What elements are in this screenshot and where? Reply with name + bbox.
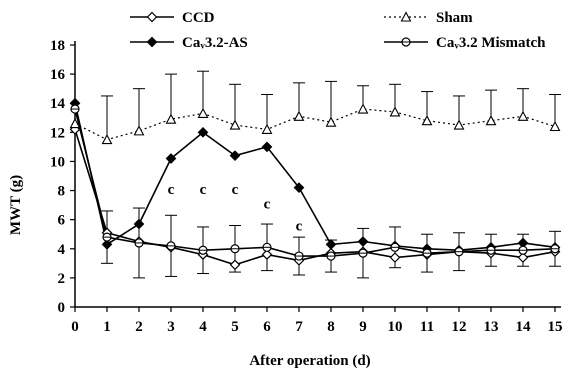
series-1-point: [453, 119, 465, 130]
series-2-point: [261, 141, 273, 153]
series-1-point: [101, 133, 113, 145]
x-tick-label: 13: [484, 319, 499, 335]
series-1-point: [229, 119, 241, 130]
series-2-point: [133, 218, 145, 230]
series-1-point: [261, 123, 273, 134]
x-tick-label: 5: [231, 319, 239, 335]
series-1-point: [69, 117, 81, 129]
series-0-point: [261, 249, 273, 260]
series-2-point: [293, 182, 305, 193]
y-axis-label: MWT (g): [8, 175, 24, 235]
significance-label: c: [232, 182, 239, 198]
x-tick-label: 15: [548, 319, 563, 335]
x-axis-label: After operation (d): [249, 353, 370, 369]
series-1-point: [517, 110, 529, 121]
series-1-line: [74, 108, 556, 141]
x-tick-label: 4: [199, 319, 207, 335]
x-tick-label: 9: [359, 319, 367, 335]
x-tick-label: 1: [103, 319, 111, 335]
y-tick-label: 12: [50, 125, 65, 141]
x-tick-label: 2: [135, 319, 143, 335]
series-1-point: [485, 115, 497, 126]
x-tick-label: 8: [327, 319, 335, 335]
legend-0-label: CCD: [182, 10, 215, 26]
series-2-line: [74, 103, 556, 252]
significance-label: c: [264, 197, 271, 213]
y-tick-label: 0: [58, 300, 66, 316]
series-1-point: [133, 125, 145, 136]
series-2-point: [357, 236, 369, 247]
series-0-point: [517, 252, 529, 263]
x-tick-label: 12: [452, 319, 467, 335]
significance-label: c: [296, 218, 303, 234]
y-tick-label: 14: [50, 96, 66, 112]
series-1-point: [357, 103, 369, 114]
y-tick-label: 10: [50, 154, 65, 170]
series-lines: [74, 103, 556, 266]
series-1-point: [325, 116, 337, 127]
series-1-point: [197, 107, 209, 118]
annotations: c c c c c: [168, 182, 303, 234]
x-tick-label: 10: [388, 319, 403, 335]
legend-2-label: Caᵥ3.2-AS: [182, 35, 248, 51]
legend-3-label: Caᵥ3.2 Mismatch: [436, 35, 546, 51]
legend: CCD Sham Caᵥ3.2-AS Caᵥ3.2 Mismatch: [130, 10, 546, 51]
x-tick-label: 0: [71, 319, 79, 335]
significance-label: c: [168, 182, 175, 198]
legend-2-swatch-marker: [146, 36, 158, 48]
series-2-point: [197, 126, 209, 138]
series-3-line: [74, 108, 556, 257]
y-tick-label: 6: [58, 213, 66, 229]
significance-label: c: [200, 182, 207, 198]
legend-0-swatch-marker: [146, 11, 158, 23]
series-0-point: [389, 252, 401, 263]
x-tick-label: 14: [516, 319, 532, 335]
x-tick-label: 7: [295, 319, 303, 335]
y-tick-label: 18: [50, 38, 65, 54]
y-tick-label: 4: [58, 242, 66, 258]
series-1-point: [293, 110, 305, 121]
series-2-point: [101, 239, 113, 250]
series-2-point: [229, 150, 241, 161]
series-1-point: [549, 120, 561, 132]
x-tick-label: 3: [167, 319, 175, 335]
series-markers: [69, 97, 561, 271]
legend-1-swatch-marker: [400, 11, 412, 22]
series-1-point: [421, 115, 433, 126]
legend-1-label: Sham: [436, 10, 473, 26]
x-tick-label: 11: [420, 319, 434, 335]
y-tick-label: 8: [58, 184, 66, 200]
series-0-point: [229, 259, 241, 271]
series-2-point: [325, 239, 337, 250]
series-1-point: [165, 113, 177, 124]
series-2-point: [165, 153, 177, 164]
x-tick-label: 6: [263, 319, 271, 335]
y-tick-label: 16: [50, 67, 66, 83]
y-tick-label: 2: [58, 271, 66, 287]
series-1-point: [389, 106, 401, 117]
